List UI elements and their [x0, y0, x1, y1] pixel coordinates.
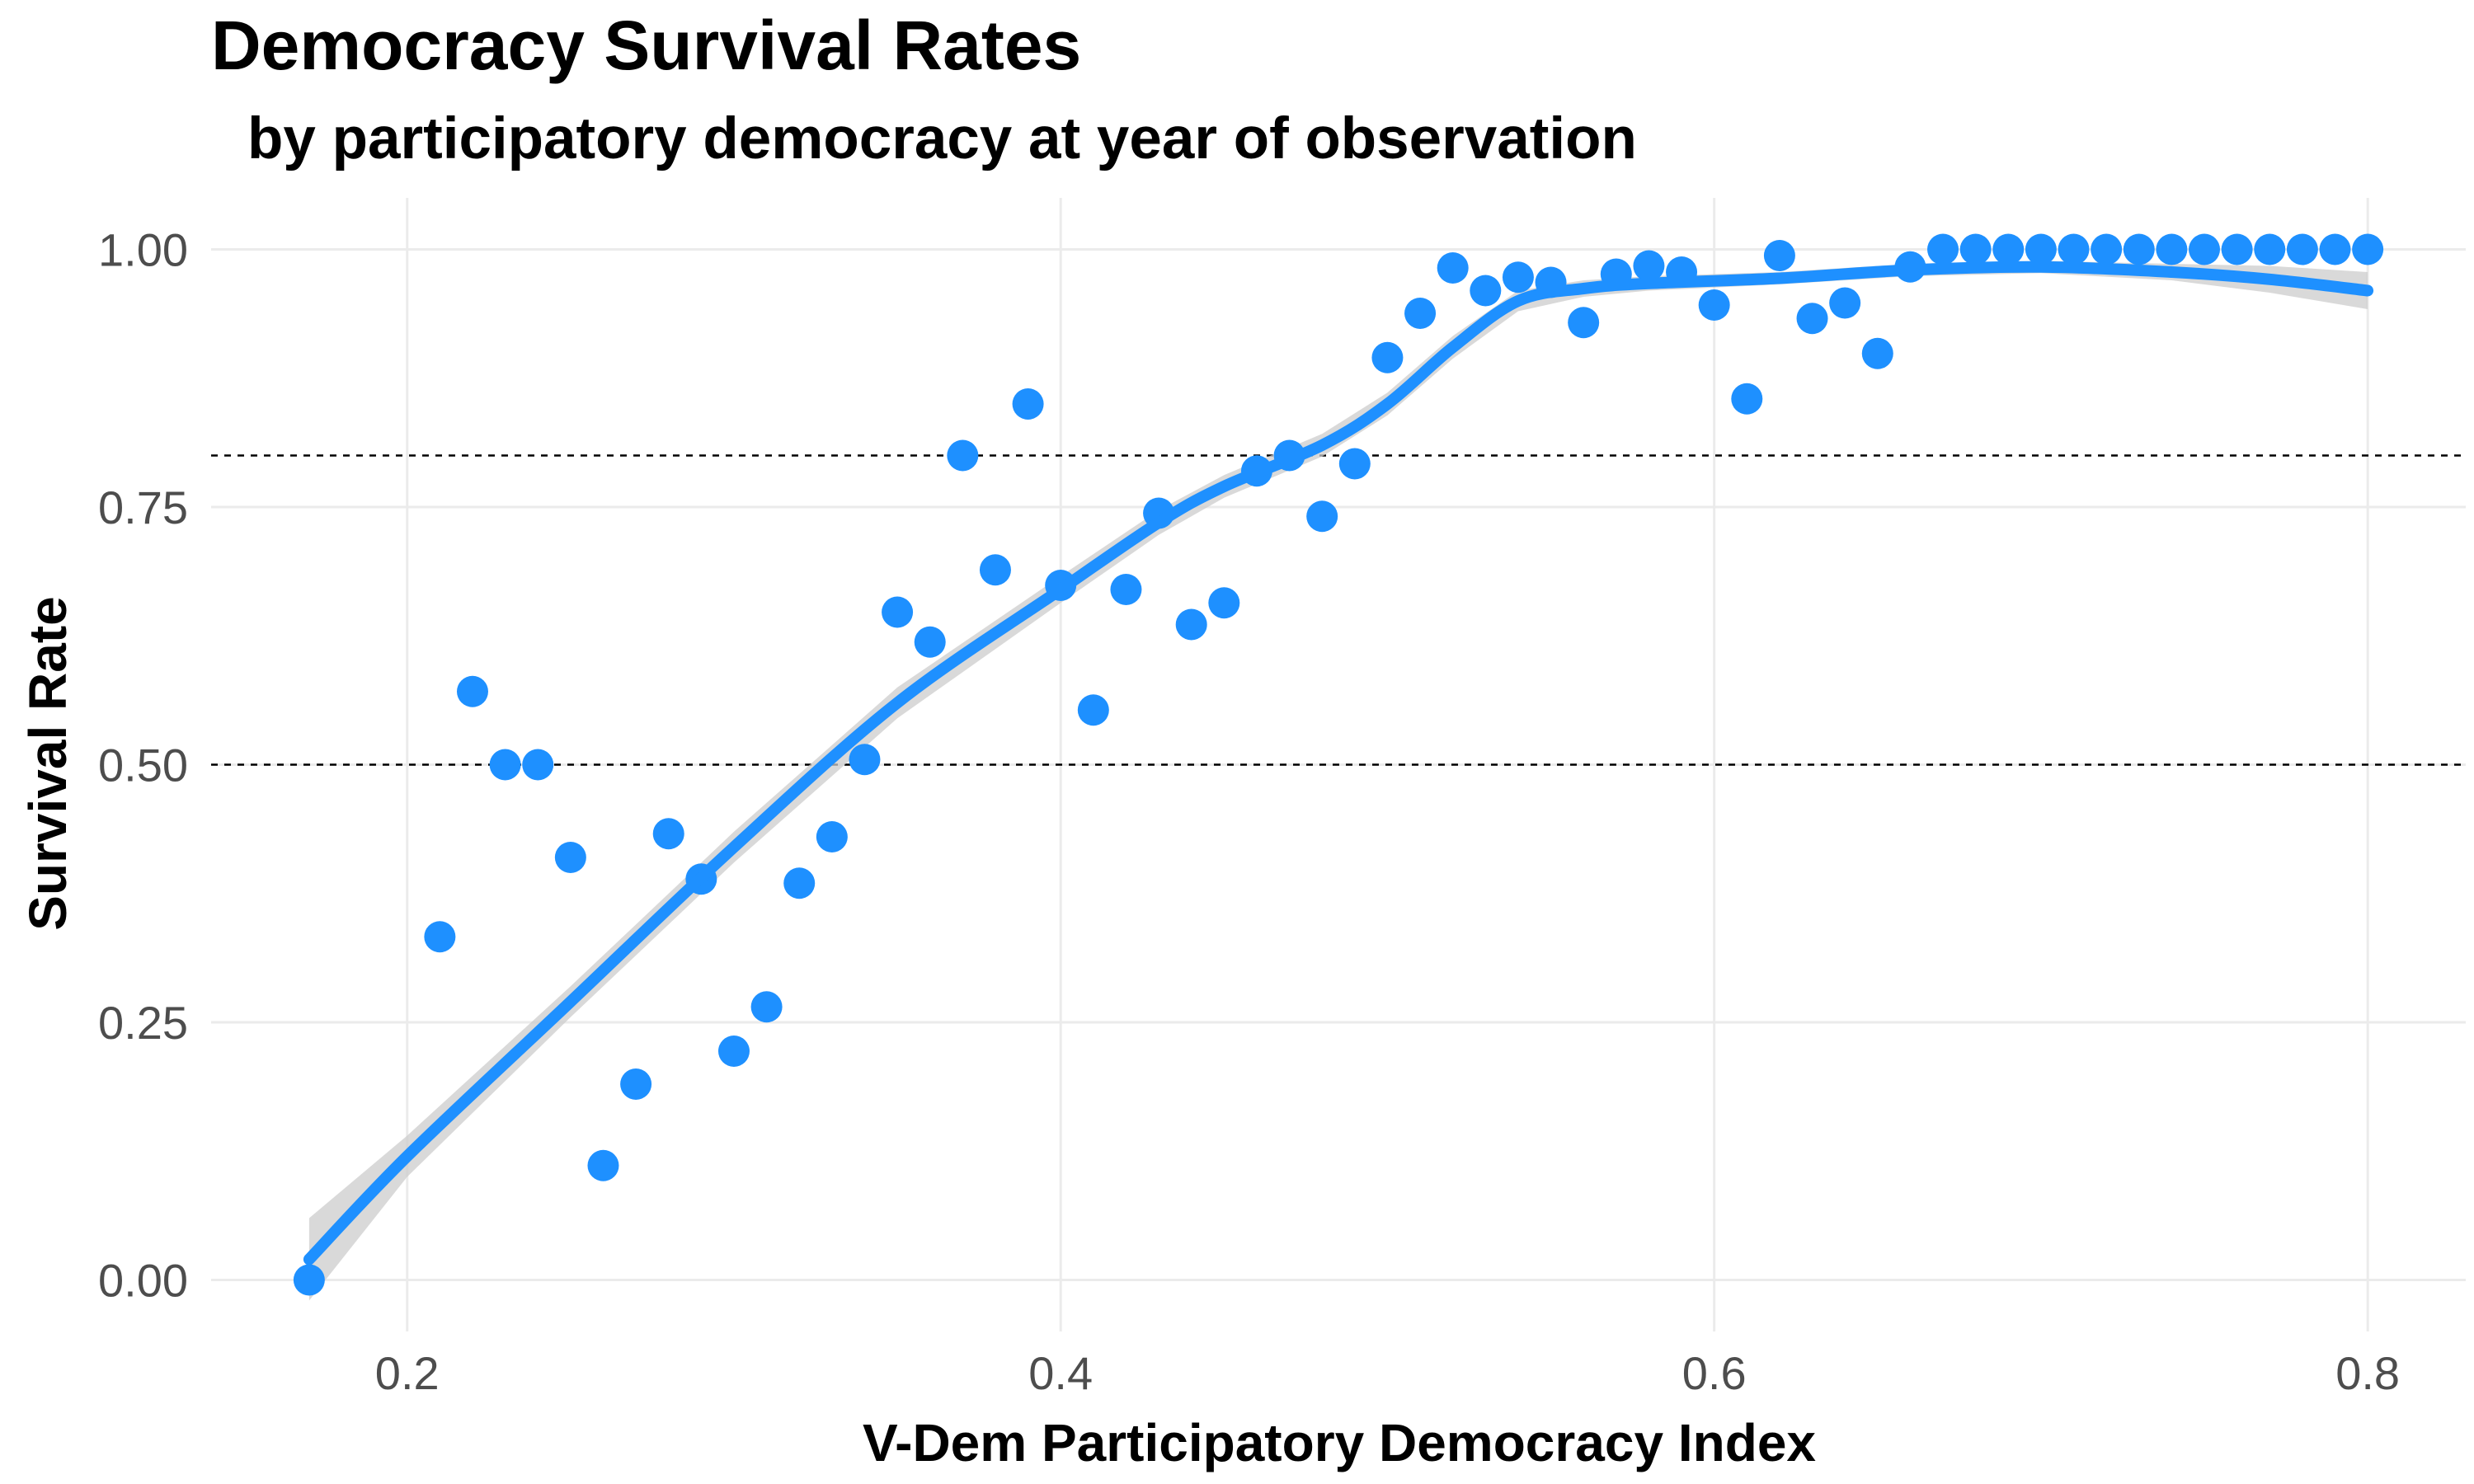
- confidence-ribbon-layer: [308, 261, 2368, 1301]
- data-point: [1306, 500, 1338, 533]
- data-point: [1731, 383, 1763, 415]
- points-layer: [293, 233, 2384, 1296]
- tick-labels-layer: 0.00 0.25 0.50 0.75 1.00 0.2 0.4 0.6 0.8: [98, 224, 2400, 1400]
- data-point: [1927, 233, 1959, 265]
- data-point: [2352, 233, 2384, 265]
- data-point: [816, 821, 848, 852]
- data-point: [1175, 608, 1207, 641]
- data-point: [489, 749, 521, 781]
- x-tick-label: 0.2: [375, 1347, 440, 1399]
- data-point: [947, 439, 979, 472]
- data-point: [1829, 287, 1861, 319]
- data-point: [1763, 240, 1795, 271]
- chart-title: Democracy Survival Rates: [211, 7, 1081, 84]
- x-tick-label: 0.4: [1028, 1347, 1093, 1399]
- data-point: [1437, 252, 1469, 284]
- data-point: [2254, 233, 2286, 265]
- data-point: [1633, 250, 1665, 282]
- x-tick-label: 0.8: [2335, 1347, 2400, 1399]
- data-point: [750, 991, 783, 1023]
- data-point: [620, 1068, 652, 1100]
- confidence-ribbon: [308, 261, 2368, 1301]
- data-point: [1796, 303, 1828, 335]
- y-tick-label: 0.00: [98, 1255, 188, 1307]
- data-point: [1568, 307, 1600, 339]
- data-point: [2189, 233, 2221, 265]
- y-tick-label: 0.75: [98, 481, 188, 533]
- chart-subtitle: by participatory democracy at year of ob…: [247, 106, 1637, 171]
- data-point: [522, 749, 554, 781]
- data-point: [2058, 233, 2090, 265]
- data-point: [587, 1149, 619, 1181]
- data-point: [2091, 233, 2123, 265]
- data-point: [554, 842, 586, 873]
- reference-lines: [211, 454, 2466, 766]
- data-point: [1698, 289, 1730, 321]
- data-point: [1077, 694, 1109, 726]
- data-point: [2319, 233, 2351, 265]
- data-point: [652, 818, 684, 850]
- data-point: [2123, 233, 2155, 265]
- data-point: [1959, 233, 1992, 265]
- data-point: [2221, 233, 2253, 265]
- data-point: [1404, 298, 1437, 329]
- data-point: [293, 1264, 325, 1296]
- y-axis-title: Survival Rate: [18, 596, 78, 931]
- data-point: [979, 554, 1011, 586]
- y-tick-label: 0.25: [98, 997, 188, 1049]
- y-tick-label: 1.00: [98, 224, 188, 276]
- data-point: [1338, 448, 1371, 480]
- data-point: [2156, 233, 2188, 265]
- data-point: [2286, 233, 2318, 265]
- data-point: [1012, 388, 1044, 420]
- data-point: [424, 921, 456, 953]
- data-point: [717, 1036, 750, 1067]
- smooth-trend-line: [303, 261, 2374, 1266]
- data-point: [914, 626, 946, 658]
- data-point: [1470, 275, 1502, 307]
- data-point: [1110, 574, 1142, 605]
- y-tick-label: 0.50: [98, 740, 188, 791]
- data-point: [456, 675, 488, 707]
- x-tick-label: 0.6: [1682, 1347, 1747, 1399]
- data-point: [849, 744, 881, 776]
- smooth-line-layer: [303, 261, 2374, 1266]
- data-point: [1502, 261, 1534, 294]
- data-point: [1861, 337, 1893, 369]
- data-point: [783, 867, 816, 899]
- x-axis-title: V-Dem Participatory Democracy Index: [863, 1413, 1816, 1472]
- data-point: [1371, 341, 1404, 373]
- data-point: [1208, 587, 1240, 619]
- data-point: [1992, 233, 2025, 265]
- data-point: [882, 596, 914, 628]
- data-point: [2025, 233, 2057, 265]
